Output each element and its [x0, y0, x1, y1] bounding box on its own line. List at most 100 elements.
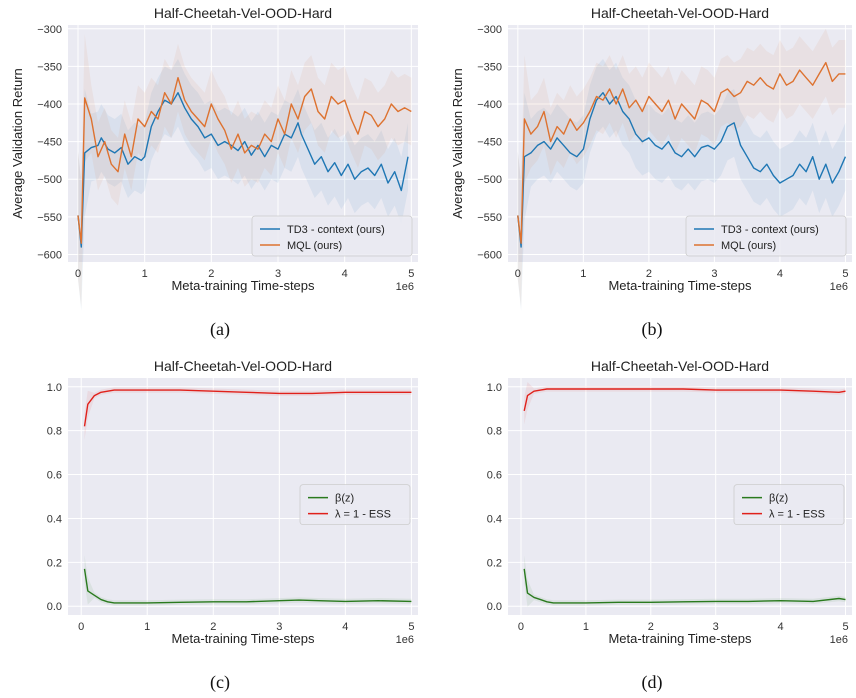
legend: β(z) λ = 1 - ESS: [299, 484, 411, 526]
legend-label-0: TD3 - context (ours): [287, 224, 385, 236]
x-axis-label: Meta-training Time-steps: [171, 631, 315, 646]
series-line-1: [523, 388, 846, 412]
x-tick-label: 5: [408, 268, 414, 280]
y-tick-label: −400: [477, 99, 502, 111]
legend: TD3 - context (ours) MQL (ours): [251, 215, 413, 257]
series-line-0: [83, 568, 412, 604]
y-tick-label: −550: [37, 212, 62, 224]
x-tick-label: 2: [648, 621, 654, 633]
series-band-0: [517, 58, 846, 311]
legend-box: [299, 484, 411, 526]
legend-box: [251, 215, 413, 257]
x-tick-label: 0: [518, 621, 524, 633]
y-tick-label: −500: [477, 174, 502, 186]
legend-label-1: MQL (ours): [721, 240, 776, 252]
series-line-1: [517, 61, 846, 244]
chart-caption: (c): [210, 672, 230, 693]
y-tick-label: −350: [477, 61, 502, 73]
x-tick-label: 0: [78, 621, 84, 633]
y-tick-label: 0.0: [487, 601, 502, 613]
y-tick-label: 0.6: [47, 470, 62, 482]
x-tick-label: 0: [75, 268, 81, 280]
series-line-0: [523, 568, 846, 604]
y-tick-label: −400: [37, 99, 62, 111]
y-tick-label: 0.4: [487, 513, 502, 525]
y-tick-label: 0.6: [487, 470, 502, 482]
x-multiplier: 1e6: [830, 281, 848, 293]
x-tick-label: 4: [342, 268, 348, 280]
x-tick-label: 2: [208, 268, 214, 280]
series-line-0: [517, 92, 847, 248]
y-tick-label: 0.2: [47, 557, 62, 569]
y-tick-label: −600: [37, 249, 62, 261]
y-tick-label: 1.0: [487, 382, 502, 394]
y-tick-label: 1.0: [47, 382, 62, 394]
x-tick-label: 1: [583, 621, 589, 633]
x-axis-label: Meta-training Time-steps: [608, 278, 752, 293]
x-tick-label: 2: [210, 621, 216, 633]
x-tick-label: 4: [342, 621, 348, 633]
chart-title: Half-Cheetah-Vel-OOD-Hard: [591, 5, 769, 21]
x-tick-label: 4: [778, 621, 784, 633]
x-tick-label: 1: [144, 621, 150, 633]
y-tick-label: 0.2: [487, 557, 502, 569]
legend-label-0: β(z): [335, 493, 354, 505]
x-tick-label: 1: [142, 268, 148, 280]
x-axis-label: Meta-training Time-steps: [608, 631, 752, 646]
y-tick-label: −300: [477, 24, 502, 36]
series-band-1: [78, 34, 412, 308]
legend-label-1: λ = 1 - ESS: [335, 509, 391, 521]
series-line-0: [77, 92, 409, 248]
y-tick-label: 0.8: [487, 426, 502, 438]
chart-a: Half-Cheetah-Vel-OOD-Hard 0 1 2 3 4 5 −300 −350 −…: [10, 5, 418, 340]
legend-label-0: β(z): [769, 493, 788, 505]
y-tick-label: −450: [477, 137, 502, 149]
series-band-1: [524, 382, 846, 425]
x-tick-label: 3: [276, 621, 282, 633]
x-multiplier: 1e6: [396, 281, 414, 293]
legend-label-0: TD3 - context (ours): [721, 224, 819, 236]
x-tick-label: 3: [275, 268, 281, 280]
legend-label-1: MQL (ours): [287, 240, 342, 252]
x-axis-label: Meta-training Time-steps: [171, 278, 315, 293]
chart-caption: (d): [642, 672, 663, 693]
chart-title: Half-Cheetah-Vel-OOD-Hard: [154, 358, 332, 374]
chart-b: Half-Cheetah-Vel-OOD-Hard 0 1 2 3 4 5 −300 −350 −…: [450, 5, 852, 340]
y-tick-label: −550: [477, 212, 502, 224]
x-tick-label: 4: [777, 268, 783, 280]
x-tick-label: 3: [711, 268, 717, 280]
legend-box: [685, 215, 847, 257]
x-multiplier: 1e6: [830, 634, 848, 646]
y-tick-label: −350: [37, 61, 62, 73]
y-axis-label: Average Validation Return: [10, 68, 25, 219]
chart-c: Half-Cheetah-Vel-OOD-Hard 0 1 2 3 4 5 0.0 0.2 0.4…: [47, 358, 418, 693]
y-tick-label: −450: [37, 137, 62, 149]
x-tick-label: 5: [842, 621, 848, 633]
x-tick-label: 0: [515, 268, 521, 280]
chart-caption: (b): [642, 319, 663, 340]
y-tick-label: 0.8: [47, 426, 62, 438]
y-tick-label: 0.0: [47, 601, 62, 613]
y-tick-label: 0.4: [47, 513, 62, 525]
legend-label-1: λ = 1 - ESS: [769, 509, 825, 521]
chart-d: Half-Cheetah-Vel-OOD-Hard 0 1 2 3 4 5 0.0 0.2 0.4…: [487, 358, 852, 693]
chart-title: Half-Cheetah-Vel-OOD-Hard: [591, 358, 769, 374]
chart-caption: (a): [210, 319, 230, 340]
x-tick-label: 1: [580, 268, 586, 280]
y-tick-label: −600: [477, 249, 502, 261]
x-tick-label: 2: [646, 268, 652, 280]
y-tick-label: −300: [37, 24, 62, 36]
series-line-1: [83, 389, 412, 427]
series-line-1: [77, 77, 412, 244]
x-tick-label: 5: [408, 621, 414, 633]
y-tick-label: −500: [37, 174, 62, 186]
y-axis-label: Average Validation Return: [450, 68, 465, 219]
chart-title: Half-Cheetah-Vel-OOD-Hard: [154, 5, 332, 21]
x-multiplier: 1e6: [396, 634, 414, 646]
legend-box: [733, 484, 845, 526]
x-tick-label: 3: [713, 621, 719, 633]
legend: β(z) λ = 1 - ESS: [733, 484, 845, 526]
x-tick-label: 5: [842, 268, 848, 280]
legend: TD3 - context (ours) MQL (ours): [685, 215, 847, 257]
